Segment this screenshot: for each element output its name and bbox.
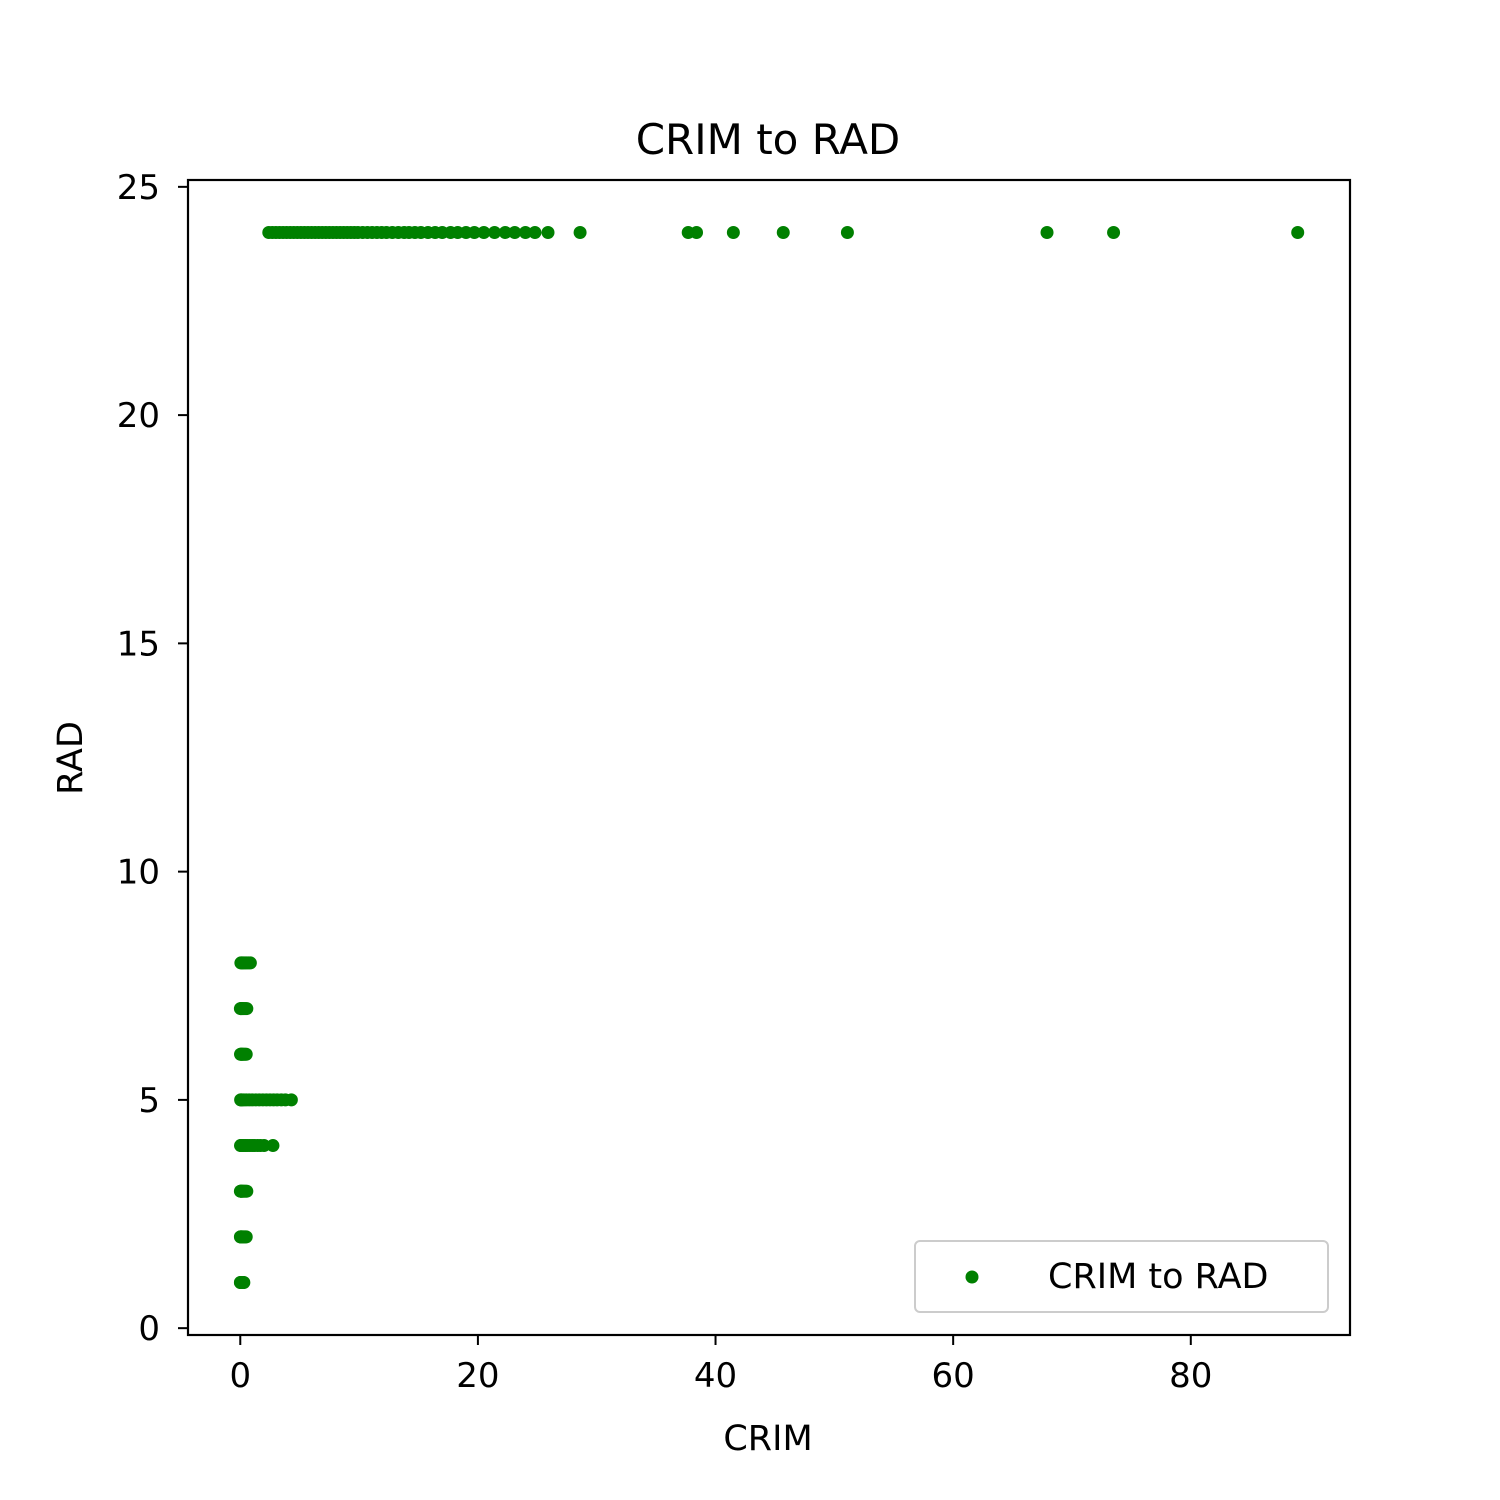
y-tick-label: 0 (138, 1309, 160, 1349)
points-layer (233, 226, 1305, 1289)
plot-frame (186, 178, 1352, 1337)
x-tick-label: 40 (694, 1356, 737, 1396)
legend-label: CRIM to RAD (1048, 1257, 1268, 1297)
x-axis-ticks: 0 20 40 60 80 (229, 1335, 1212, 1396)
y-axis-ticks: 0 5 10 15 20 25 (117, 168, 188, 1349)
y-tick-label: 20 (117, 396, 160, 436)
legend-box (914, 1240, 1329, 1313)
legend-marker (965, 1270, 979, 1284)
scatter-point (726, 226, 740, 239)
scatter-point (240, 1184, 254, 1198)
y-axis-label: RAD (51, 721, 91, 795)
scatter-point (541, 226, 555, 239)
scatter-point (518, 226, 532, 239)
x-axis-label: CRIM (723, 1419, 812, 1459)
x-tick-label: 20 (456, 1356, 499, 1396)
scatter-point (498, 226, 512, 239)
scatter-point (240, 1002, 254, 1016)
scatter-point (239, 1047, 253, 1061)
x-tick-label: 0 (229, 1356, 251, 1396)
scatter-point (477, 226, 491, 239)
x-tick-label: 80 (1169, 1356, 1212, 1396)
scatter-point (243, 956, 257, 970)
y-tick-label: 5 (138, 1081, 160, 1121)
scatter-point (840, 226, 854, 239)
chart-title: CRIM to RAD (636, 115, 901, 164)
scatter-point (1291, 226, 1305, 239)
scatter-point (776, 226, 790, 239)
scatter-point (573, 226, 587, 239)
scatter-point (690, 226, 704, 239)
scatter-point (467, 226, 481, 239)
y-tick-label: 25 (117, 168, 160, 208)
scatter-point (1040, 226, 1054, 239)
legend: CRIM to RAD (914, 1240, 1329, 1313)
x-tick-label: 60 (932, 1356, 975, 1396)
scatter-point (284, 1093, 298, 1107)
scatter-point (266, 1139, 280, 1153)
scatter-point (508, 226, 522, 239)
scatter-point (239, 1230, 253, 1244)
scatter-point (528, 226, 542, 239)
scatter-point (1107, 226, 1121, 239)
scatter-point (257, 1139, 271, 1153)
scatter-point (237, 1276, 251, 1289)
y-tick-label: 15 (117, 624, 160, 664)
scatter-point (488, 226, 502, 239)
y-tick-label: 10 (117, 853, 160, 893)
